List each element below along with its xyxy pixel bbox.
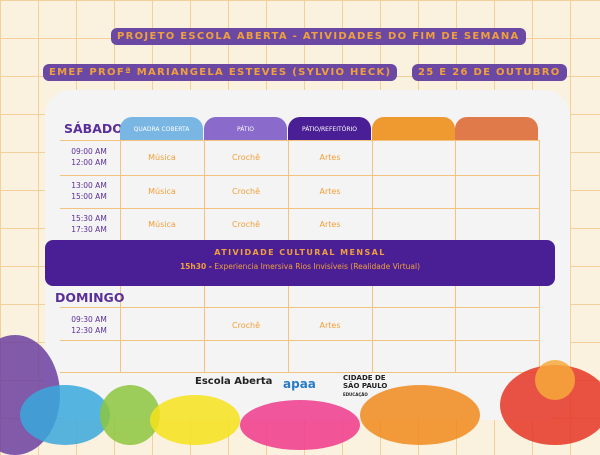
grid-line [60, 340, 540, 341]
sao-paulo-logo-text: CIDADE DE SÃO PAULO [343, 374, 388, 390]
time-slot: 09:30 AM 12:30 AM [60, 314, 118, 336]
page-title: PROJETO ESCOLA ABERTA - ATIVIDADES DO FI… [111, 28, 526, 45]
start-time: 15:30 AM [71, 214, 107, 223]
grid-line [60, 372, 540, 373]
saturday-label: SÁBADO [64, 121, 123, 136]
grid-line [120, 286, 121, 372]
column-header [372, 117, 455, 141]
decorative-blob [535, 360, 575, 400]
grid-line [120, 140, 121, 240]
grid-line [372, 140, 373, 240]
time-slot: 09:00 AM 12:00 AM [60, 146, 118, 168]
column-header: PÁTIO/REFEITÓRIO [288, 117, 371, 141]
grid-line [372, 286, 373, 372]
end-time: 15:00 AM [71, 192, 107, 201]
end-time: 12:30 AM [71, 326, 107, 335]
activity-cell: Crochê [232, 220, 260, 229]
activity-cell: Artes [319, 220, 341, 229]
column-header [455, 117, 538, 141]
decorative-blob [20, 385, 110, 445]
monthly-cultural-activity-banner: ATIVIDADE CULTURAL MENSAL 15h30 - Experi… [45, 240, 555, 286]
start-time: 13:00 AM [71, 181, 107, 190]
sao-paulo-logo: CIDADE DE SÃO PAULO EDUCAÇÃO [343, 374, 403, 399]
grid-line [455, 286, 456, 372]
activity-cell: Crochê [232, 187, 260, 196]
activity-cell: Artes [319, 187, 341, 196]
activity-cell: Música [148, 187, 176, 196]
grid-line [204, 140, 205, 240]
banner-text: Experiencia Imersiva Rios Invisíveis (Re… [214, 262, 421, 271]
time-slot: 15:30 AM 17:30 AM [60, 213, 118, 235]
column-header: QUADRA COBERTA [120, 117, 203, 141]
sao-paulo-logo-sub: EDUCAÇÃO [343, 392, 368, 397]
event-dates: 25 E 26 DE OUTUBRO [412, 64, 567, 81]
activity-cell: Crochê [232, 321, 260, 330]
grid-line [539, 286, 540, 372]
end-time: 12:00 AM [71, 158, 107, 167]
grid-line [288, 286, 289, 372]
grid-line [288, 140, 289, 240]
grid-line [60, 175, 540, 176]
activity-cell: Artes [319, 321, 341, 330]
column-header: PÁTIO [204, 117, 287, 141]
start-time: 09:30 AM [71, 315, 107, 324]
sunday-label: DOMINGO [55, 290, 125, 305]
apaa-logo: apaa [283, 377, 316, 391]
grid-line [539, 140, 540, 240]
start-time: 09:00 AM [71, 147, 107, 156]
grid-line [60, 307, 540, 308]
activity-cell: Artes [319, 153, 341, 162]
activity-cell: Crochê [232, 153, 260, 162]
grid-line [60, 208, 540, 209]
decorative-blob [150, 395, 240, 445]
grid-line [60, 140, 540, 141]
activity-cell: Música [148, 220, 176, 229]
school-name: EMEF PROFª MARIANGELA ESTEVES (SYLVIO HE… [43, 64, 398, 81]
grid-line [455, 140, 456, 240]
time-slot: 13:00 AM 15:00 AM [60, 180, 118, 202]
activity-cell: Música [148, 153, 176, 162]
escola-aberta-logo: Escola Aberta [195, 376, 273, 387]
grid-line [204, 286, 205, 372]
end-time: 17:30 AM [71, 225, 107, 234]
banner-time: 15h30 - [179, 262, 212, 271]
decorative-blob [240, 400, 360, 450]
banner-title: ATIVIDADE CULTURAL MENSAL [214, 248, 386, 257]
